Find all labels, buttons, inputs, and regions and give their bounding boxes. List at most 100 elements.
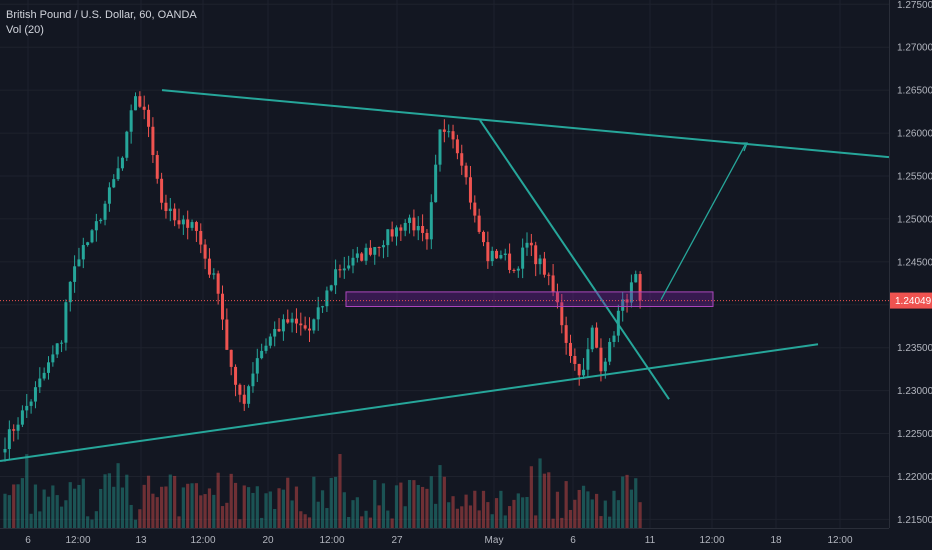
candle-body — [342, 268, 346, 271]
volume-bar — [599, 516, 603, 528]
volume-bar — [316, 501, 320, 528]
candle-body — [529, 242, 533, 246]
candle-body — [373, 247, 377, 255]
candle-body — [355, 253, 359, 258]
candle-body — [260, 350, 264, 359]
candle-body — [107, 187, 111, 204]
candle-body — [621, 299, 625, 311]
candle-body — [473, 202, 477, 216]
volume-bar — [325, 508, 329, 528]
candle-body — [477, 215, 481, 232]
volume-bar — [464, 494, 468, 528]
volume-bar — [394, 485, 399, 528]
candle-body — [90, 230, 94, 243]
candle-body — [7, 429, 11, 450]
symbol-title[interactable]: British Pound / U.S. Dollar, 60, OANDA — [6, 9, 197, 21]
price-tick-label: 1.23000 — [897, 386, 932, 397]
volume-bar — [595, 493, 599, 528]
volume-bar — [625, 474, 629, 528]
volume-bar — [381, 483, 386, 528]
volume-bar — [581, 485, 586, 528]
projection-arrow-head — [739, 142, 748, 152]
volume-bar — [399, 482, 403, 528]
time-axis[interactable]: 6 12:00 13 12:00 20 12:00 27 May 6 11 12:00 18 12:00 — [25, 535, 853, 546]
volume-bar — [555, 491, 560, 528]
volume-bar — [521, 497, 525, 528]
volume-bar — [547, 472, 551, 528]
volume-bar — [499, 490, 503, 528]
candle-body — [412, 217, 416, 231]
candle-body — [303, 325, 307, 329]
candle-body — [33, 387, 37, 402]
candle-body — [229, 349, 233, 367]
candle-body — [212, 273, 216, 275]
volume-bar — [564, 481, 568, 528]
volume-bar — [73, 488, 77, 528]
candle-body — [94, 221, 98, 231]
volume-bar — [299, 511, 303, 528]
candle-body — [181, 219, 185, 225]
candle-body — [421, 226, 425, 233]
candle-body — [521, 247, 525, 269]
candle-body — [582, 369, 586, 376]
candle-body — [395, 227, 398, 237]
volume-indicator-title[interactable]: Vol (20) — [6, 24, 44, 36]
grid-lines — [0, 0, 889, 528]
volume-bar — [634, 478, 638, 528]
candle-body — [68, 281, 72, 303]
volume-bar — [329, 477, 333, 528]
price-tick-label: 1.23500 — [897, 343, 932, 354]
volume-bar — [494, 498, 499, 528]
candle-body — [490, 250, 494, 262]
volume-bar — [7, 495, 11, 528]
candle-body — [286, 319, 290, 323]
candle-body — [255, 358, 259, 374]
volume-bar — [451, 496, 455, 528]
volume-bar — [568, 509, 573, 528]
volume-bar — [612, 490, 616, 528]
projection-arrow — [660, 144, 746, 300]
candle-body — [134, 96, 137, 111]
candle-body — [599, 347, 603, 372]
candle-body — [164, 202, 168, 212]
volume-bar — [468, 505, 473, 528]
volume-bar — [373, 480, 377, 528]
volume-bar — [438, 465, 442, 528]
volume-bar — [481, 490, 486, 528]
volume-bar — [629, 489, 633, 528]
candle-body — [225, 319, 229, 350]
volume-bar — [390, 518, 394, 528]
candle-body — [447, 131, 451, 133]
volume-bar — [203, 494, 207, 528]
volume-bar — [251, 492, 255, 528]
candle-body — [99, 219, 103, 222]
volume-bar — [473, 490, 477, 528]
volume-bar — [616, 500, 620, 528]
volume-bar — [303, 514, 307, 528]
volume-bar — [486, 502, 490, 528]
candle-body — [238, 384, 242, 395]
candle-body — [177, 220, 181, 225]
volume-bar — [508, 506, 512, 528]
candle-body — [203, 244, 207, 259]
volume-bar — [307, 517, 312, 528]
volume-bar — [238, 519, 242, 528]
current-price-badge-bg — [890, 292, 932, 309]
candle-body — [368, 247, 372, 255]
candle-body — [77, 259, 81, 267]
candle-body — [547, 274, 551, 276]
upper-trendline — [161, 89, 890, 159]
volume-bar — [364, 510, 368, 528]
candle-body — [425, 232, 429, 240]
candle-body — [325, 290, 329, 307]
drawing-tools[interactable] — [0, 89, 890, 463]
volume-bar — [29, 513, 33, 528]
volume-bars — [3, 454, 642, 528]
candle-body — [569, 342, 572, 356]
volume-bar — [608, 516, 612, 528]
price-tick-label: 1.25500 — [897, 172, 932, 183]
price-axis[interactable]: 1.27500 1.27000 1.26500 1.26000 1.25500 1.250… — [897, 0, 932, 526]
candle-body — [629, 282, 633, 303]
price-tick-label: 1.27000 — [897, 43, 932, 54]
